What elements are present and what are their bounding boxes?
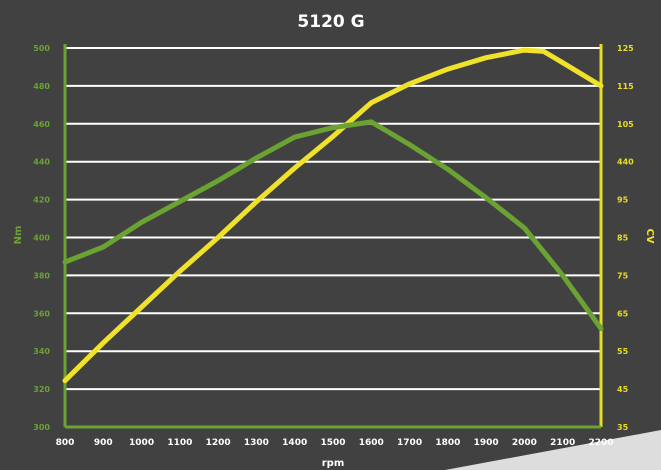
x-tick-label: 1600: [359, 438, 384, 448]
right-tick-label: 85: [617, 234, 629, 243]
left-tick-label: 300: [33, 423, 50, 432]
x-tick-label: 2100: [550, 438, 575, 448]
x-tick-label: 2000: [512, 438, 537, 448]
series-layer: [62, 47, 604, 384]
series-line-power: [62, 47, 604, 384]
right-tick-label: 35: [617, 423, 629, 432]
left-tick-label: 500: [33, 44, 50, 53]
left-tick-label: 340: [33, 347, 50, 356]
right-tick-label: 105: [617, 120, 634, 129]
right-axis-label: CV: [644, 228, 655, 243]
left-tick-label: 360: [33, 309, 50, 318]
right-tick-label: 125: [617, 44, 634, 53]
left-tick-label: 440: [33, 158, 50, 167]
x-tick-label: 1900: [474, 438, 499, 448]
x-tick-label: 1000: [129, 438, 154, 448]
x-tick-label: 1500: [320, 438, 345, 448]
x-tick-label: 1100: [167, 438, 192, 448]
right-tick-label: 45: [617, 385, 629, 394]
right-tick-labels: 35 45 55 65 75 85 95 440 105 115 125: [617, 44, 634, 432]
right-tick-label: 95: [617, 196, 629, 205]
x-axis-label: rpm: [322, 458, 345, 469]
x-tick-label: 2200: [588, 438, 613, 448]
series-line-torque: [62, 119, 604, 331]
left-tick-label: 320: [33, 385, 50, 394]
x-tick-label: 900: [94, 438, 113, 448]
right-tick-label: 75: [617, 271, 629, 280]
corner-decoration: [445, 430, 661, 470]
chart-title: 5120 G: [297, 12, 364, 32]
left-tick-labels: 300 320 340 360 380 400 420 440 460 480 500: [33, 44, 50, 432]
right-tick-label: 115: [617, 82, 634, 91]
right-tick-label: 65: [617, 309, 629, 318]
x-tick-label: 800: [56, 438, 75, 448]
left-tick-label: 380: [33, 271, 50, 280]
right-tick-label: 440: [617, 158, 634, 167]
x-tick-label: 1700: [397, 438, 422, 448]
left-tick-label: 400: [33, 234, 50, 243]
left-tick-label: 480: [33, 82, 50, 91]
x-tick-label: 1300: [244, 438, 269, 448]
x-tick-label: 1200: [206, 438, 231, 448]
gridlines: [65, 47, 601, 428]
x-tick-label: 1800: [435, 438, 460, 448]
left-tick-label: 420: [33, 196, 50, 205]
x-tick-label: 1400: [282, 438, 307, 448]
left-tick-label: 460: [33, 120, 50, 129]
x-tick-labels: 800 900 1000 1100 1200 1300 1400 1500 1600 1700 18…: [56, 438, 614, 448]
right-tick-label: 55: [617, 347, 629, 356]
left-axis-label: Nm: [13, 226, 24, 245]
